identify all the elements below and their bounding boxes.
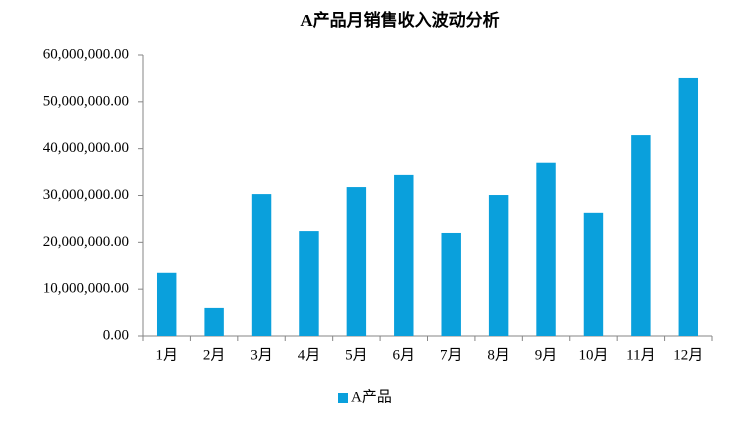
bar	[346, 187, 367, 336]
x-tick-label: 3月	[250, 347, 273, 363]
bar	[488, 195, 509, 336]
x-tick-label: 5月	[345, 347, 368, 363]
y-tick-label: 10,000,000.00	[43, 281, 129, 297]
y-tick-label: 60,000,000.00	[43, 46, 129, 62]
y-tick-label: 20,000,000.00	[43, 234, 129, 250]
x-tick-label: 7月	[440, 347, 463, 363]
bar	[156, 272, 177, 336]
legend-swatch	[338, 393, 348, 403]
x-tick-label: 1月	[155, 347, 178, 363]
x-tick-label: 4月	[298, 347, 321, 363]
bar	[204, 307, 224, 336]
y-tick-label: 30,000,000.00	[43, 187, 129, 203]
x-tick-label: 12月	[673, 347, 703, 363]
bar	[631, 135, 651, 336]
y-tick-label: 0.00	[103, 327, 129, 343]
bar	[441, 232, 461, 336]
legend-label: A产品	[351, 388, 392, 405]
x-tick-label: 8月	[487, 347, 510, 363]
bar	[299, 231, 319, 336]
bar	[536, 162, 556, 336]
y-tick-label: 40,000,000.00	[43, 140, 129, 156]
x-tick-label: 6月	[393, 347, 416, 363]
x-tick-label: 11月	[626, 347, 655, 363]
bar	[583, 212, 604, 336]
bar	[394, 174, 414, 336]
y-tick-label: 50,000,000.00	[43, 93, 129, 109]
x-tick-label: 9月	[535, 347, 558, 363]
x-tick-label: 2月	[203, 347, 226, 363]
bar	[678, 77, 699, 336]
chart-title: A产品月销售收入波动分析	[300, 10, 499, 30]
bar	[251, 194, 272, 336]
x-tick-label: 10月	[578, 347, 608, 363]
